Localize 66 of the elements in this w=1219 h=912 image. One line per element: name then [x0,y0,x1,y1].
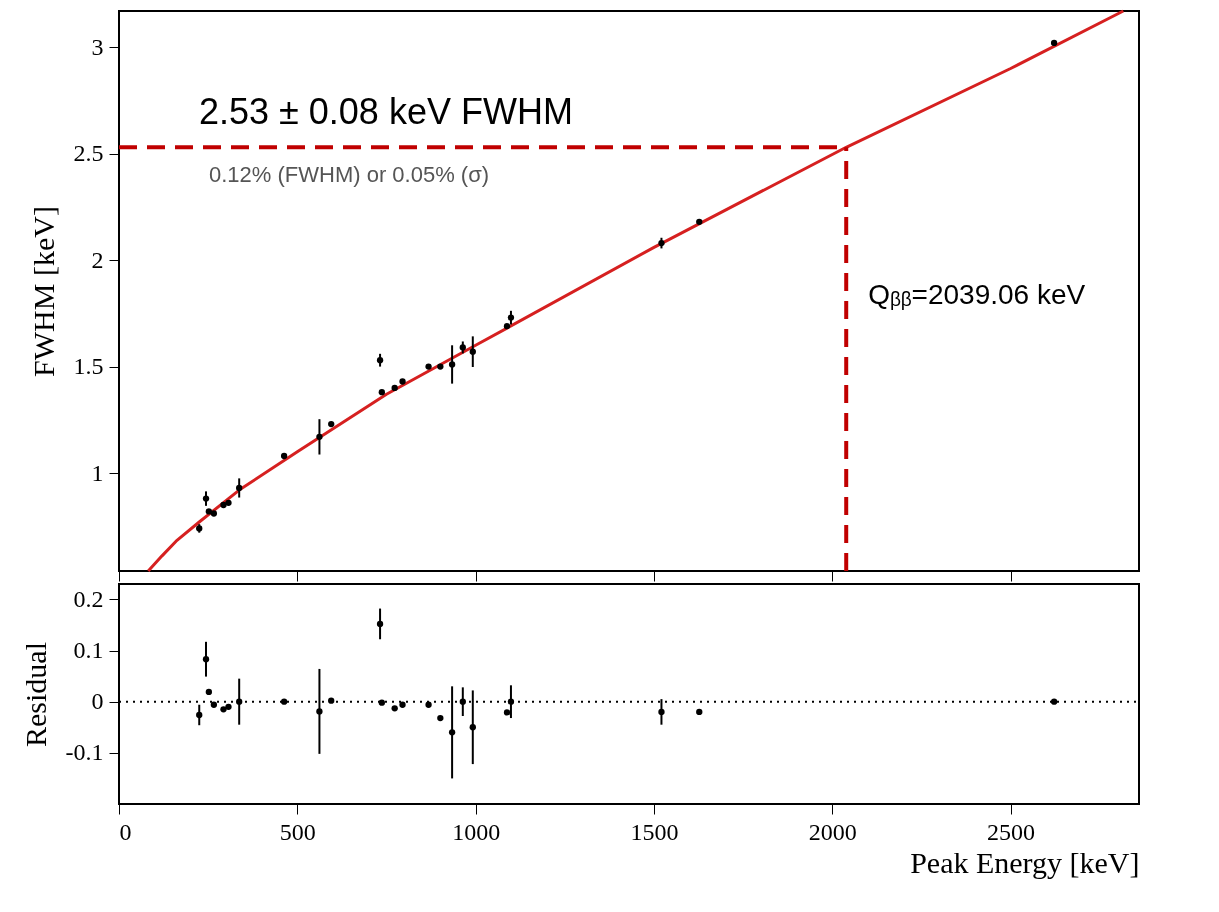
point [210,510,218,517]
x-tick-label: 2000 [808,818,857,845]
point [196,711,203,719]
point [280,452,288,460]
point [658,708,665,716]
y-tick-label: 0 [91,688,104,715]
x-tick-label: 500 [279,818,316,845]
x-tick-label: 1500 [630,818,679,845]
x-axis-title: Peak Energy [keV] [910,845,1140,879]
y-tick-label: -0.1 [65,739,104,766]
point [425,701,432,708]
ref-line-label: 2.53 ± 0.08 keV FWHM [199,91,573,133]
point [469,724,476,731]
point [1050,698,1058,705]
y-tick-label: 3 [91,33,104,60]
point [328,420,335,428]
point [280,698,288,705]
y-tick-label: 0.1 [73,637,104,664]
point [202,495,210,502]
point [205,508,213,515]
point [437,363,444,370]
point [399,701,406,708]
point [469,348,476,355]
y-tick-label: 2 [91,246,104,273]
point [376,357,384,364]
annotation: 0.12% (FWHM) or 0.05% (σ) [209,162,490,188]
point [425,363,432,370]
point [220,501,227,509]
point [448,729,456,736]
point [202,656,210,663]
point [696,218,703,225]
y-tick-label: 1.5 [73,353,104,380]
point [507,698,515,705]
point [507,314,515,321]
point [376,620,384,628]
point [225,703,232,710]
point [205,688,213,696]
x-tick-label: 2500 [987,818,1036,845]
point [1050,39,1058,47]
point [696,708,703,716]
point [437,714,444,722]
point [459,344,466,351]
point [399,378,406,385]
x-tick-label: 1000 [452,818,501,845]
y-tick-label: 0.2 [73,585,104,612]
point [236,484,243,492]
line-series [146,9,1125,573]
point [503,322,511,330]
point [316,433,323,441]
point [210,701,218,708]
point [236,698,243,705]
point [225,499,232,507]
y-tick-label: 2.5 [73,140,104,167]
point [378,388,386,396]
y-axis-title: Residual [18,642,52,747]
point [316,708,323,715]
x-tick-label: 0 [119,818,132,845]
y-axis-title: FWHM [keV] [26,206,60,377]
point [378,699,386,706]
y-tick-label: 1 [91,459,104,486]
point [391,384,398,392]
point [220,706,227,713]
point [391,705,398,712]
point [448,361,456,368]
point [503,709,511,716]
ref-line-label: Qᵦᵦ=2039.06 keV [868,278,1086,310]
